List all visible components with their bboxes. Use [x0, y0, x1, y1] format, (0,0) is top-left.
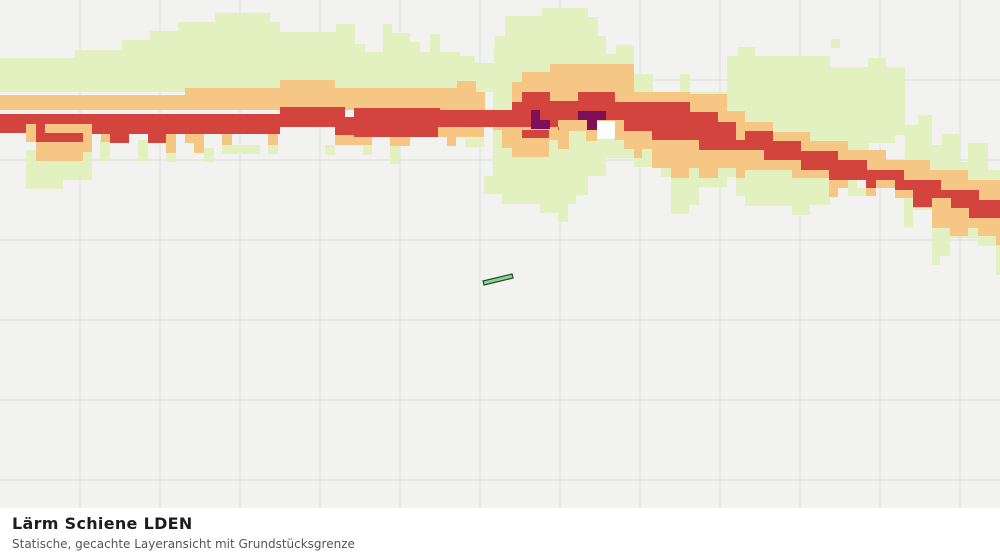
- map: [0, 0, 1000, 508]
- parcel-boundary: [482, 273, 514, 286]
- layer-title: Lärm Schiene LDEN: [12, 514, 193, 533]
- noise-zone-high: [0, 92, 1000, 218]
- map-gap: [597, 121, 615, 139]
- caption: Lärm Schiene LDEN Statische, gecachte La…: [0, 508, 1000, 560]
- layer-subtitle: Statische, gecachte Layeransicht mit Gru…: [12, 537, 355, 551]
- noise-zone-very-high: [531, 110, 606, 130]
